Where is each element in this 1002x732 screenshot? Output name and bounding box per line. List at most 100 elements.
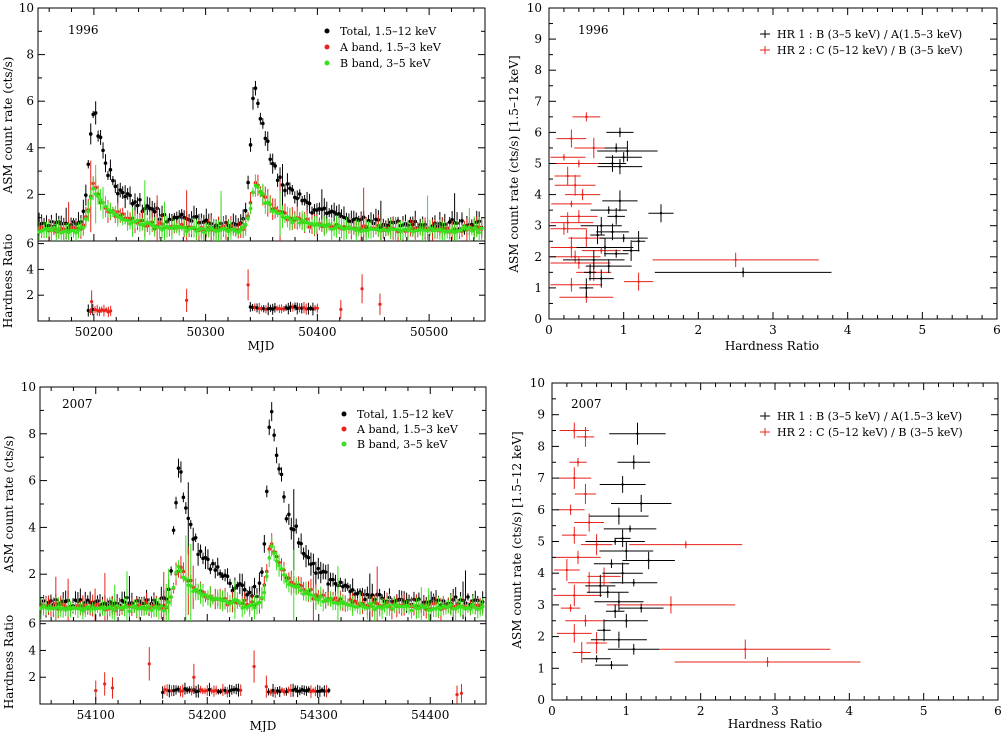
hardness-point: [181, 689, 185, 693]
b-band-point: [236, 230, 241, 234]
b-band-point: [83, 607, 88, 611]
total-point: [338, 580, 343, 585]
hr2-point: [573, 533, 576, 537]
total-point: [204, 218, 209, 222]
hr2-point: [684, 543, 687, 546]
total-point: [370, 593, 375, 597]
total-point: [115, 191, 120, 196]
b-band-point: [88, 196, 93, 200]
hr1-point: [617, 514, 621, 518]
y-tick-label: 2: [28, 567, 36, 581]
x-tick-label: 54100: [77, 708, 115, 722]
b-band-point: [52, 225, 56, 230]
hr1-point: [621, 483, 624, 486]
b-band-point: [470, 229, 474, 233]
b-band-point: [380, 606, 384, 611]
hr1-point: [611, 162, 614, 165]
total-point: [265, 139, 270, 144]
b-band-point: [480, 604, 485, 609]
hr1-point: [596, 233, 599, 237]
legend-label-hr2: HR 2 : C (5–12 keV) / B (3–5 keV): [777, 426, 963, 439]
hr1-point: [640, 502, 643, 505]
hr1-point: [607, 264, 610, 268]
hr1-point: [626, 149, 629, 153]
b-band-point: [301, 592, 306, 596]
total-point: [377, 593, 382, 597]
hr2-point: [570, 246, 573, 249]
hr2-point: [584, 435, 587, 439]
b-band-point: [387, 603, 392, 607]
hr1-point: [632, 581, 635, 584]
x-tick-label: 0: [545, 323, 553, 337]
hardness-point: [176, 687, 180, 691]
b-band-point: [169, 595, 173, 599]
total-point: [211, 561, 215, 566]
y-tick-label: 1: [537, 661, 545, 675]
hardness-outlier-point: [94, 689, 98, 693]
total-point: [133, 200, 137, 204]
b-band-point: [84, 217, 88, 221]
legend-label-hr1: HR 1 : B (3–5 keV) / A(1.5–3 keV): [777, 28, 962, 41]
b-band-point: [412, 603, 416, 608]
total-point: [323, 570, 328, 574]
hr1-point: [592, 258, 595, 262]
b-band-point: [174, 570, 178, 575]
total-point: [240, 583, 245, 587]
total-point: [243, 208, 248, 213]
x-tick-label: 5: [920, 704, 928, 718]
x-tick-label: 3: [771, 704, 779, 718]
hr1-point: [615, 252, 618, 255]
hardness-point: [313, 689, 318, 693]
hr2-point: [573, 184, 577, 187]
total-point: [111, 178, 115, 183]
hr1-point: [618, 131, 622, 134]
hr1-point: [625, 619, 628, 622]
x-tick-label: 5: [919, 323, 927, 337]
legend-marker-total: [341, 411, 347, 417]
b-band-point: [113, 212, 118, 217]
total-point: [248, 143, 253, 147]
lc2007-hr-frame: [39, 620, 487, 705]
b-band-point: [372, 607, 377, 612]
hardness-point: [278, 689, 282, 694]
b-band-point: [409, 608, 414, 613]
y-tick-label: 4: [26, 141, 34, 155]
x-tick-label: 4: [846, 704, 854, 718]
total-point: [235, 583, 240, 588]
b-band-point: [208, 595, 213, 599]
total-point: [152, 209, 157, 214]
legend-marker-a-band: [324, 44, 330, 50]
legend-label-a-band: A band, 1.5–3 keV: [356, 423, 459, 436]
total-point: [261, 121, 265, 126]
b-band-point: [135, 218, 140, 223]
total-point: [196, 552, 200, 557]
hardness-point: [315, 306, 319, 310]
total-point: [460, 219, 464, 223]
total-point: [260, 570, 264, 574]
total-point: [113, 184, 118, 189]
legend-label-b-band: B band, 3–5 keV: [357, 438, 448, 451]
a-band-point: [283, 211, 287, 216]
total-point: [108, 167, 113, 172]
hr2-point: [595, 641, 598, 645]
hardness-point: [271, 307, 275, 311]
hardness-outlier-point: [455, 693, 459, 697]
b-band-point: [86, 209, 91, 214]
hardness-point: [302, 305, 306, 310]
hardness-outlier-point: [90, 300, 94, 304]
b-band-point: [368, 602, 372, 606]
x-tick-label: 4: [844, 323, 852, 337]
hr1-point: [600, 277, 603, 280]
total-point: [263, 136, 268, 141]
total-point: [272, 433, 276, 437]
hr1-point: [585, 286, 588, 290]
hardness-outlier-point: [147, 662, 151, 666]
hr1996-data-marks: [550, 112, 832, 303]
b-band-point: [264, 574, 269, 579]
hr2-point: [573, 476, 576, 480]
hr1-point: [741, 271, 745, 274]
b-band-point: [267, 556, 272, 560]
b-band-point: [477, 230, 481, 235]
b-band-point: [54, 229, 59, 233]
total-point: [103, 161, 108, 165]
